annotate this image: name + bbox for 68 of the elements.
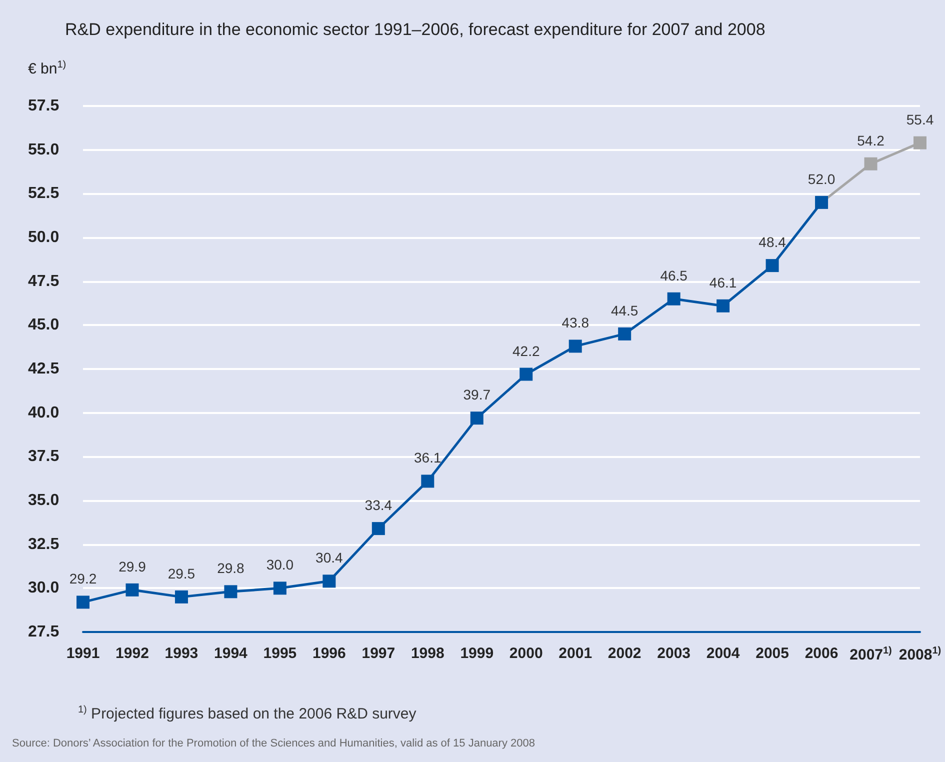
y-tick-label: 45.0: [28, 316, 60, 334]
point: [864, 157, 878, 170]
y-tick-label: 40.0: [28, 404, 60, 422]
data-label: 29.8: [217, 560, 245, 576]
point: [76, 596, 90, 609]
data-label: 29.2: [69, 570, 97, 587]
point: [914, 136, 926, 150]
chart-title: R&D expenditure in the economic sector 1991–2006, forecast expenditure for 2007 and 2008: [65, 20, 766, 39]
x-tick-label: 1999: [460, 645, 494, 662]
y-tick-label: 42.5: [28, 360, 60, 378]
point: [421, 474, 434, 488]
point: [273, 582, 286, 595]
point: [174, 590, 188, 604]
x-tick-label: 2000: [509, 645, 543, 662]
x-tick-label: 2002: [608, 645, 642, 662]
point: [716, 299, 730, 312]
data-label: 29.9: [118, 558, 146, 574]
point: [667, 292, 680, 306]
x-tick-label: 1993: [164, 645, 198, 662]
data-label: 48.4: [758, 234, 786, 250]
data-label: 44.5: [610, 302, 638, 318]
point: [618, 327, 632, 340]
x-tick-label: 2006: [804, 645, 838, 662]
y-tick-label: 27.5: [28, 624, 60, 640]
x-tick-label: 1998: [410, 645, 444, 662]
point: [372, 522, 385, 536]
data-label: 29.5: [168, 565, 196, 582]
data-label: 52.0: [808, 170, 836, 187]
y-tick-label: 50.0: [28, 229, 60, 246]
x-tick-label: 2001: [558, 645, 592, 662]
x-tick-label: 2003: [657, 645, 691, 662]
data-label: 42.2: [512, 342, 540, 359]
x-tick-label: 2005: [756, 645, 789, 662]
data-label: 36.1: [414, 450, 442, 466]
x-tick-label: 1995: [263, 645, 297, 662]
point: [126, 583, 139, 596]
data-label: 30.4: [316, 550, 344, 566]
y-tick-label: 30.0: [28, 580, 60, 597]
x-tick-label: 1994: [214, 645, 248, 662]
point: [224, 585, 238, 598]
x-tick-label: 1992: [116, 645, 149, 662]
point: [322, 574, 336, 588]
data-label: 33.4: [364, 497, 392, 514]
y-tick-label: 57.5: [28, 98, 60, 114]
y-tick-label: 37.5: [28, 448, 60, 466]
point: [766, 259, 779, 272]
data-label: 46.5: [660, 267, 688, 284]
x-tick-label: 1996: [312, 645, 346, 662]
data-label: 30.0: [266, 556, 294, 573]
y-tick-label: 55.0: [28, 141, 60, 158]
y-tick-label: 47.5: [28, 272, 60, 290]
y-tick-label: 52.5: [28, 185, 60, 202]
data-label: 54.2: [857, 132, 885, 148]
data-label: 46.1: [709, 274, 737, 290]
point: [815, 196, 828, 209]
x-tick-label: 1997: [362, 645, 396, 662]
data-label: 43.8: [562, 314, 590, 331]
x-tick-label: 2004: [706, 645, 740, 662]
y-tick-label: 32.5: [28, 536, 60, 553]
data-label: 39.7: [463, 386, 491, 403]
text: 1) Projected figures based on the 2006 R&D survey: [78, 704, 417, 722]
point: [470, 412, 484, 425]
point: [520, 368, 533, 381]
point: [568, 340, 582, 353]
data-label: 55.4: [906, 111, 934, 128]
source-note: Source: Donors’ Association for the Promotion of the Sciences and Humanities, valid as of 15 January 2008: [12, 738, 535, 750]
x-tick-label: 1991: [66, 645, 100, 662]
y-tick-label: 35.0: [28, 492, 60, 509]
